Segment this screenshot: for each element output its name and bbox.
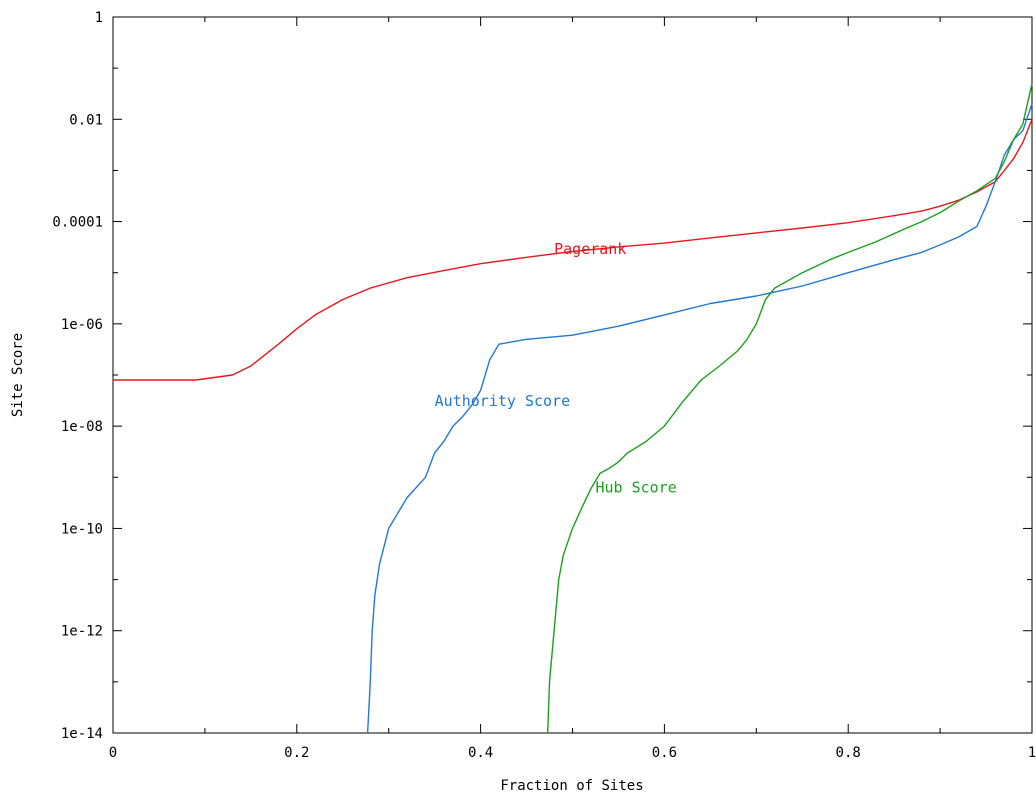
y-tick-label: 1e-06: [61, 317, 103, 333]
x-tick-label: 0.6: [652, 745, 677, 761]
axis-ticks: 0 0.2 0.4 0.6 0.8 1 1 0.01 0.0001 1e-06 1e-08 1e-10…: [52, 10, 1036, 761]
series-label-pagerank: Pagerank: [554, 240, 626, 258]
y-axis-label: Site Score: [10, 333, 26, 417]
x-tick-label: 0.2: [284, 745, 309, 761]
x-tick-label: 0.8: [836, 745, 861, 761]
series-line-hub-score: [547, 83, 1033, 734]
series-label-hub-score: Hub Score: [595, 479, 676, 497]
y-tick-label: 0.01: [69, 112, 103, 128]
y-tick-label: 1e-08: [61, 419, 103, 435]
series-labels: Pagerank Authority Score Hub Score: [435, 240, 677, 496]
y-tick-label: 1e-14: [61, 726, 103, 742]
plot-frame: [112, 16, 1033, 734]
series-layer: [113, 83, 1033, 734]
x-tick-label: 0.4: [468, 745, 493, 761]
y-tick-label: 1: [95, 10, 103, 26]
series-label-authority-score: Authority Score: [435, 392, 570, 410]
series-line-authority-score: [366, 103, 1033, 734]
x-axis-label: Fraction of Sites: [500, 778, 643, 793]
y-tick-label: 1e-12: [61, 624, 103, 640]
x-tick-label: 0: [109, 745, 117, 761]
y-tick-label: 0.0001: [52, 215, 103, 231]
x-tick-label: 1: [1028, 745, 1036, 761]
y-tick-label: 1e-10: [61, 521, 103, 537]
series-line-pagerank: [113, 119, 1033, 381]
